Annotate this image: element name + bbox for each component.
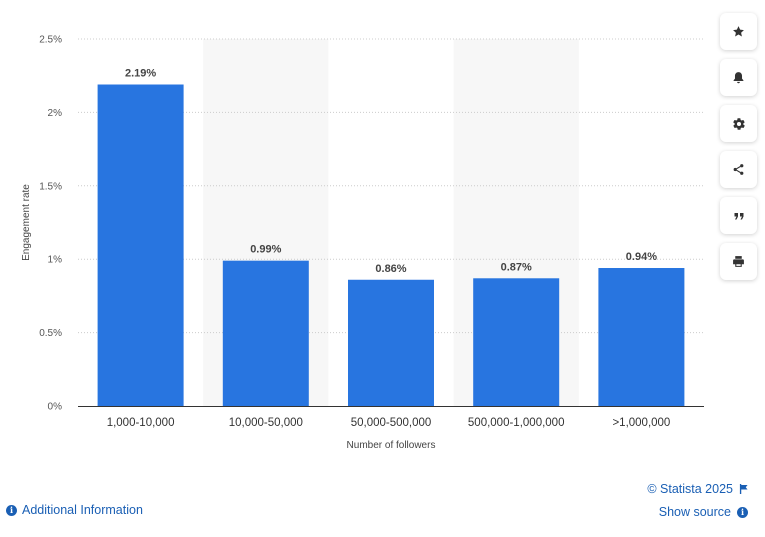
- y-tick-label: 0.5%: [39, 328, 62, 339]
- print-button[interactable]: [720, 243, 757, 280]
- bar[interactable]: [473, 278, 560, 406]
- data-label: 0.99%: [250, 244, 281, 256]
- y-tick-label: 1.5%: [39, 181, 62, 192]
- x-tick-label: 500,000-1,000,000: [468, 417, 565, 429]
- show-source-label: Show source: [658, 505, 731, 519]
- bar-chart: 0% 0.5% 1% 1.5% 2% 2.5% 2.19% 1,000-10,000 0.99%…: [21, 35, 704, 451]
- quote-icon: [734, 212, 743, 219]
- printer-icon: [733, 256, 744, 267]
- x-tick-label: 1,000-10,000: [107, 417, 175, 429]
- y-tick-label: 0%: [48, 402, 63, 413]
- flag-icon: [739, 484, 748, 494]
- bell-icon: [733, 72, 744, 84]
- info-icon: i: [737, 506, 748, 518]
- bar[interactable]: [222, 260, 309, 406]
- info-icon: i: [6, 504, 17, 516]
- bar[interactable]: [348, 279, 434, 406]
- data-label: 0.87%: [501, 261, 532, 273]
- data-label: 0.94%: [626, 251, 657, 263]
- data-label: 0.86%: [375, 263, 406, 275]
- additional-information-label: Additional Information: [22, 503, 143, 517]
- star-icon: [733, 26, 744, 37]
- show-source-link[interactable]: Show source i: [659, 505, 748, 519]
- statista-copyright[interactable]: © Statista 2025: [647, 482, 748, 496]
- x-axis-title: Number of followers: [347, 440, 436, 451]
- y-tick-label: 1%: [48, 255, 63, 266]
- y-tick-label: 2.5%: [39, 35, 62, 46]
- favorite-button[interactable]: [720, 13, 757, 50]
- y-tick-label: 2%: [48, 108, 63, 119]
- gear-icon: [732, 117, 745, 130]
- share-icon: [733, 164, 744, 175]
- x-tick-label: >1,000,000: [612, 417, 670, 429]
- x-tick-label: 50,000-500,000: [351, 417, 432, 429]
- data-label: 2.19%: [125, 68, 156, 80]
- copyright-label: © Statista 2025: [647, 482, 733, 496]
- bar[interactable]: [97, 84, 184, 407]
- notification-button[interactable]: [720, 59, 757, 96]
- additional-information-link[interactable]: i Additional Information: [6, 503, 143, 517]
- share-button[interactable]: [720, 151, 757, 188]
- x-tick-label: 10,000-50,000: [229, 417, 303, 429]
- bar[interactable]: [598, 268, 685, 406]
- y-axis-title: Engagement rate: [21, 184, 32, 261]
- cite-button[interactable]: [720, 197, 757, 234]
- settings-button[interactable]: [720, 105, 757, 142]
